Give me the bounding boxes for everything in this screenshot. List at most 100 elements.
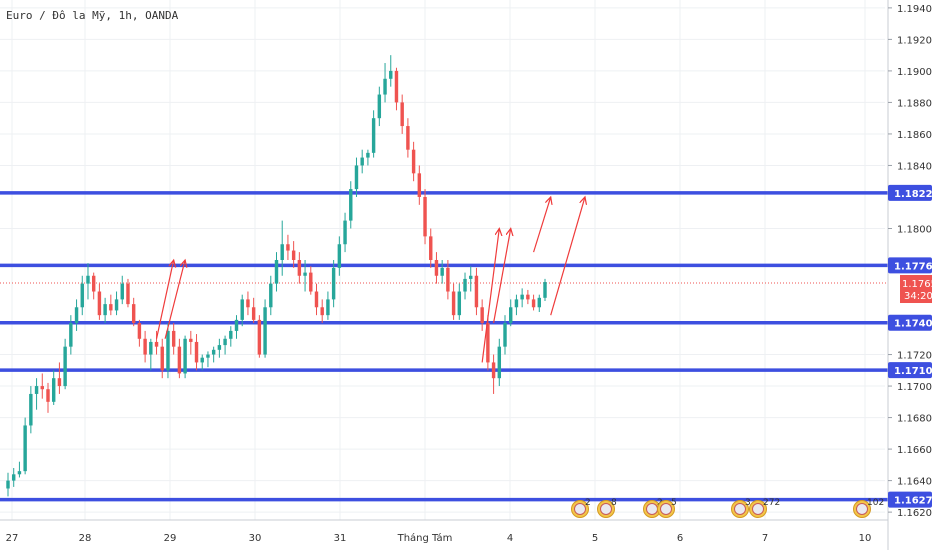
price-tick-label: 1.18600 xyxy=(897,130,932,141)
candle-body xyxy=(194,341,199,363)
candle-body xyxy=(86,275,90,284)
candle-body xyxy=(286,244,290,251)
candle-body xyxy=(223,338,227,346)
candle-body xyxy=(309,272,313,292)
candle-body xyxy=(189,338,193,342)
candle-body xyxy=(303,272,307,276)
candle-body xyxy=(46,389,50,402)
candle-body xyxy=(91,275,96,292)
current-price-tag xyxy=(900,275,932,304)
level-price-tag xyxy=(888,362,932,379)
candle-body xyxy=(11,474,16,481)
price-tick-label: 1.16800 xyxy=(897,414,932,425)
candle-body xyxy=(143,338,147,355)
candle-body xyxy=(474,275,479,308)
flag-icon xyxy=(734,503,746,515)
event-markers[interactable]: 28253272102 xyxy=(571,498,885,518)
candle-body xyxy=(509,307,513,324)
candle-body xyxy=(463,278,467,292)
candle-body xyxy=(343,220,347,245)
candle-body xyxy=(274,260,279,284)
candle-body xyxy=(429,236,433,260)
candle-body xyxy=(177,346,182,374)
countdown-label: 34:20 xyxy=(904,291,932,302)
time-tick-label: 28 xyxy=(79,533,92,544)
time-tick-label: 4 xyxy=(507,533,513,544)
candle-body xyxy=(434,260,439,276)
trend-arrows[interactable] xyxy=(155,197,585,363)
candle-body xyxy=(149,341,153,355)
candle-body xyxy=(171,330,176,347)
time-tick-label: 6 xyxy=(677,533,683,544)
candle-body xyxy=(320,307,324,316)
candle-body xyxy=(457,291,462,316)
candle-body xyxy=(217,345,222,350)
horizontal-levels[interactable] xyxy=(0,191,888,502)
candle-body xyxy=(411,149,416,174)
price-tick-label: 1.17000 xyxy=(897,382,932,393)
event-count-label: 3 xyxy=(745,498,751,508)
candle-body xyxy=(406,126,410,150)
price-tick-label: 1.18000 xyxy=(897,224,932,235)
symbol-title: Euro / Đô la Mỹ, 1h, OANDA xyxy=(6,9,179,22)
level-price-label: 1.17402 xyxy=(894,319,932,330)
candle-body xyxy=(229,330,233,339)
candle-body xyxy=(326,299,330,316)
flag-icon xyxy=(856,503,868,515)
candle-body xyxy=(246,299,250,308)
level-price-tag xyxy=(888,314,932,331)
candle-body xyxy=(97,291,102,316)
candle-body xyxy=(69,323,73,347)
candle-body xyxy=(291,250,296,260)
candle-body xyxy=(537,297,542,308)
time-tick-label: 31 xyxy=(334,533,347,544)
flag-icon xyxy=(646,503,658,515)
trend-arrow[interactable] xyxy=(164,260,185,339)
trend-arrow[interactable] xyxy=(550,197,585,316)
level-price-tag xyxy=(888,184,932,201)
candle-body xyxy=(514,299,519,308)
level-price-tag xyxy=(888,257,932,274)
flag-icon xyxy=(600,503,612,515)
time-tick-label: 5 xyxy=(592,533,598,544)
candle-body xyxy=(423,196,427,237)
trend-arrow[interactable] xyxy=(492,228,511,324)
candle-body xyxy=(280,244,284,260)
candle-body xyxy=(211,349,216,355)
candle-body xyxy=(23,425,27,472)
candle-body xyxy=(154,341,159,347)
candle-body xyxy=(491,362,496,379)
event-count-label: 2 xyxy=(585,498,591,508)
candle-body xyxy=(531,299,536,308)
candle-body xyxy=(51,378,56,402)
time-tick-label: 29 xyxy=(164,533,177,544)
candle-body xyxy=(354,165,359,190)
event-count-label: 102 xyxy=(867,498,884,508)
candle-body xyxy=(74,307,79,324)
trend-arrow[interactable] xyxy=(155,260,174,339)
price-tick-label: 1.18400 xyxy=(897,161,932,172)
trend-arrow[interactable] xyxy=(533,197,551,253)
trend-arrow[interactable] xyxy=(481,228,499,363)
candle-body xyxy=(6,480,10,489)
price-tick-label: 1.16200 xyxy=(897,508,932,519)
candle-body xyxy=(160,346,164,371)
time-tick-label: 27 xyxy=(6,533,19,544)
flag-icon xyxy=(752,503,764,515)
price-tick-label: 1.19400 xyxy=(897,4,932,15)
candle-body xyxy=(400,102,404,127)
candle-body xyxy=(389,70,393,79)
candle-body xyxy=(503,323,507,347)
candle-body xyxy=(263,307,267,355)
time-tick-label: Tháng Tám xyxy=(397,532,453,544)
price-tick-label: 1.18800 xyxy=(897,98,932,109)
candles xyxy=(6,55,547,497)
time-tick-label: 10 xyxy=(859,533,872,544)
candle-body xyxy=(480,307,484,324)
price-tick-label: 1.19000 xyxy=(897,67,932,78)
candle-body xyxy=(40,386,44,390)
candle-body xyxy=(394,70,399,103)
